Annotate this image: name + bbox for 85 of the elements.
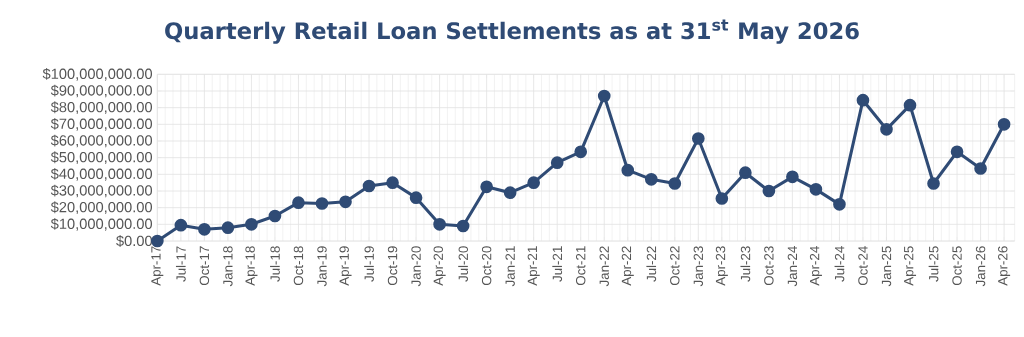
point: [550, 156, 564, 170]
x-tick-label: Jul-18: [270, 246, 280, 282]
point: [997, 117, 1011, 131]
point: [762, 184, 776, 198]
point: [386, 176, 399, 190]
x-tick-label: Apr-19: [339, 246, 352, 286]
x-tick-label: Apr-21: [527, 246, 540, 286]
x-tick-label: Oct-24: [858, 246, 868, 286]
x-tick-label: Oct-23: [764, 246, 774, 286]
x-tick-label: Jan-20: [411, 246, 421, 287]
point: [292, 196, 305, 210]
point: [339, 195, 352, 209]
point: [833, 197, 846, 211]
x-tick-label: Apr-25: [903, 246, 917, 286]
x-tick-label: Oct-18: [293, 246, 304, 286]
point: [974, 162, 987, 175]
x-tick-label: Jan-21: [505, 246, 515, 287]
point: [621, 163, 635, 177]
x-tick-label: Oct-21: [576, 246, 586, 286]
y-tick-label: $100,000,000.00: [42, 67, 153, 81]
x-tick-label: Jul-21: [552, 246, 563, 282]
x-tick-label: Jul-22: [646, 246, 657, 282]
x-tick-label: Jul-17: [175, 246, 186, 282]
point: [903, 98, 917, 112]
point: [198, 222, 211, 236]
point: [315, 197, 329, 210]
chart-title: Quarterly Retail Loan Settlements as at 31$^{st}$ May 2026: [165, 19, 859, 44]
x-tick-label: Apr-18: [245, 246, 258, 286]
y-tick-label: $60,000,000.00: [50, 134, 153, 148]
point: [527, 176, 541, 190]
point: [433, 218, 446, 231]
x-tick-label: Jul-23: [740, 246, 751, 282]
x-tick-label: Jan-22: [599, 246, 609, 287]
point: [503, 186, 517, 200]
y-tick-label: $20,000,000.00: [50, 201, 153, 215]
point: [174, 218, 188, 232]
point: [644, 172, 658, 186]
x-tick-label: Apr-24: [809, 246, 822, 286]
point: [409, 191, 423, 205]
point: [927, 177, 940, 190]
x-tick-label: Apr-22: [621, 246, 634, 286]
x-tick-label: Jan-25: [881, 246, 892, 287]
point: [456, 219, 470, 233]
x-tick-label: Jan-18: [223, 246, 233, 287]
y-tick-label: $10,000,000.00: [50, 217, 153, 231]
point: [480, 180, 493, 194]
x-tick-label: Jul-25: [928, 246, 939, 282]
x-tick-label: Apr-17: [151, 246, 164, 286]
x-tick-label: Oct-20: [481, 246, 492, 286]
x-tick-label: Oct-19: [387, 246, 398, 286]
x-tick-label: Oct-17: [199, 246, 210, 286]
x-tick-label: Apr-26: [998, 246, 1011, 286]
point: [574, 145, 588, 159]
y-tick-label: $70,000,000.00: [50, 117, 153, 131]
point: [786, 170, 799, 184]
y-tick-label: $0.00: [116, 235, 153, 247]
y-tick-label: $40,000,000.00: [50, 167, 153, 181]
y-tick-label: $30,000,000.00: [50, 184, 153, 198]
point: [739, 166, 752, 180]
point: [362, 179, 376, 193]
x-tick-label: Oct-25: [952, 246, 962, 286]
y-tick-label: $80,000,000.00: [50, 101, 153, 115]
x-tick-label: Jul-24: [834, 246, 845, 282]
x-tick-label: Apr-23: [715, 246, 728, 286]
point: [245, 218, 258, 231]
x-tick-label: Jan-19: [317, 246, 327, 287]
x-tick-label: Apr-20: [433, 246, 446, 286]
x-tick-label: Oct-22: [670, 246, 680, 286]
x-tick-label: Jul-19: [364, 246, 374, 282]
point: [221, 221, 235, 235]
point: [597, 89, 611, 103]
x-tick-label: Jan-26: [975, 246, 986, 287]
x-tick-label: Jul-20: [458, 246, 468, 282]
point: [880, 123, 893, 136]
point: [950, 145, 964, 159]
point: [856, 93, 870, 107]
point: [809, 183, 823, 196]
x-tick-label: Jan-23: [693, 246, 704, 287]
point: [268, 209, 282, 223]
point: [668, 177, 682, 190]
point: [715, 192, 729, 205]
y-tick-label: $90,000,000.00: [50, 84, 153, 98]
y-tick-label: $50,000,000.00: [50, 151, 153, 165]
point: [691, 132, 705, 145]
x-tick-label: Jan-24: [787, 246, 798, 287]
